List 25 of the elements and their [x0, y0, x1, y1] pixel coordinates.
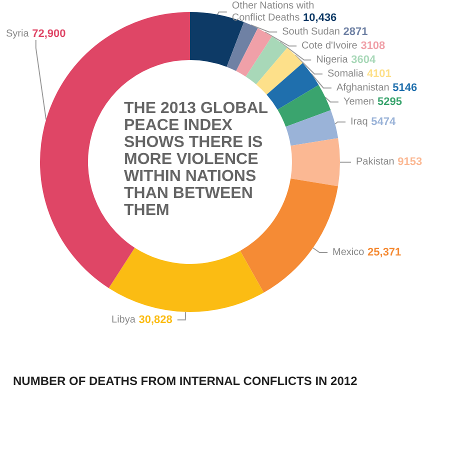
data-label: 30,828	[138, 314, 172, 326]
data-label: 4101	[366, 68, 392, 80]
data-label: 5295	[378, 96, 402, 108]
data-label: 9153	[398, 156, 422, 168]
slice-label: Iraq	[350, 116, 368, 128]
text: NUMBER OF DEATHS FROM INTERNAL CONFLICTS IN 2012	[13, 374, 358, 388]
slice-label: Nigeria	[316, 54, 348, 66]
text: THE 2013 GLOBAL PEACE INDEX SHOWS THERE IS MORE VIOLENCE WITHIN NATIONS THAN BETWEEN THEM	[124, 100, 268, 219]
slice-label: Afghanistan	[336, 82, 390, 94]
slice-label: Cote d'Ivoire	[302, 40, 358, 52]
slice-label: Yemen	[343, 96, 374, 108]
data-label: 3604	[351, 54, 376, 66]
slice-label: Mexico	[332, 246, 365, 258]
slice-label: Libya	[111, 314, 136, 326]
slice-label: Somalia	[327, 68, 364, 80]
data-label: 3108	[360, 40, 386, 52]
data-label: 72,900	[32, 28, 66, 40]
data-label: 25,371	[368, 246, 402, 258]
slice-label: South Sudan	[282, 26, 340, 38]
data-label: 5146	[392, 82, 418, 94]
data-label: 10,436	[303, 12, 337, 24]
data-label: 5474	[371, 116, 396, 128]
data-label: 2871	[343, 26, 368, 38]
slice-label: Syria	[6, 28, 30, 40]
slice-label: Pakistan	[356, 156, 394, 168]
